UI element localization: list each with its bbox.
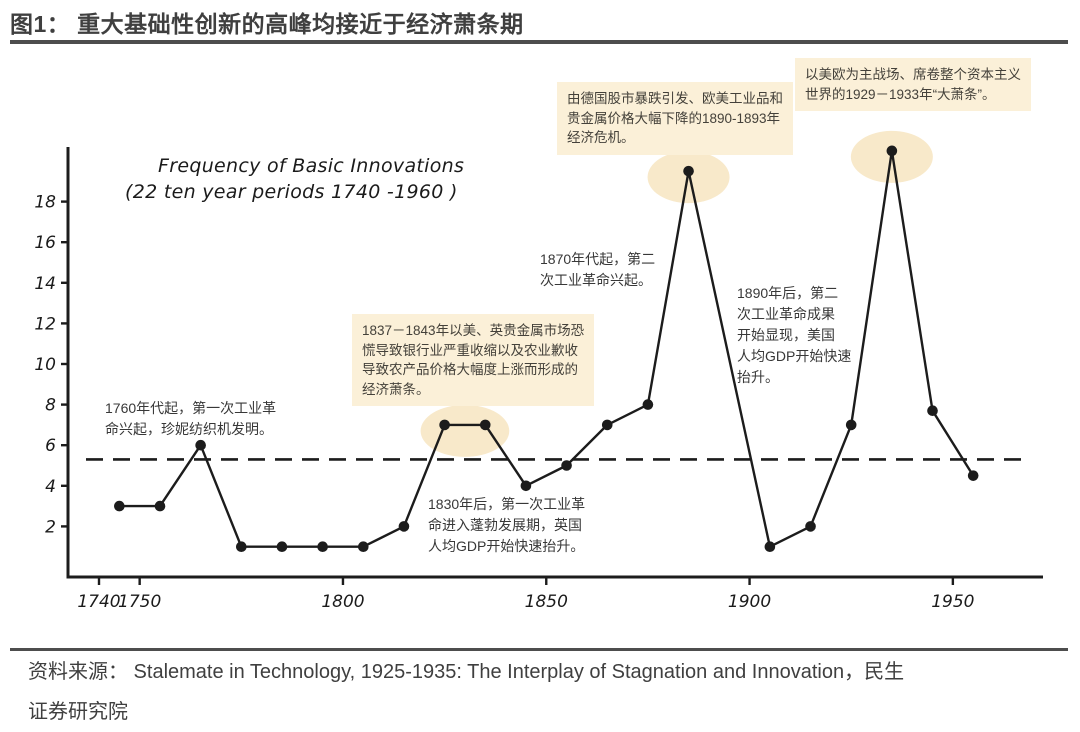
figure-title: 图1： 重大基础性创新的高峰均接近于经济萧条期: [10, 11, 524, 37]
source-text: 资料来源： Stalemate in Technology, 1925-1935…: [28, 661, 905, 723]
data-point-1795: [317, 541, 328, 552]
y-tick-label: 6: [45, 436, 56, 456]
data-point-1925: [845, 419, 857, 431]
annotation-boom-after-1830: 1830年后，第一次工业革 命进入蓬勃发展期，英国 人均GDP开始快速抬升。: [428, 496, 586, 554]
x-tick-label: 1740: [77, 592, 120, 612]
annotation-second-industrial-revolution: 1870年代起，第二 次工业革命兴起。: [540, 251, 656, 288]
x-tick-label: 1950: [931, 592, 974, 612]
y-tick-label: 16: [34, 233, 56, 253]
data-point-1855: [561, 460, 572, 471]
data-point-1745: [114, 500, 125, 512]
y-tick-label: 4: [45, 477, 56, 497]
x-tick-label: 1750: [118, 592, 161, 612]
data-point-1905: [764, 541, 776, 552]
data-point-1825: [439, 419, 450, 431]
data-point-1945: [927, 405, 938, 416]
data-point-1885: [683, 165, 694, 177]
data-point-1935: [886, 145, 898, 157]
annotation-great-depression-1929-1933: 以美欧为主战场、席卷整个资本主义 世界的1929－1933年“大萧条”。: [795, 58, 1031, 111]
data-point-1765: [195, 439, 206, 451]
annotation-depression-1837-1843: 1837－1843年以美、英贵金属市场恐 慌导致银行业严重收缩以及农业歉收 导致…: [352, 314, 595, 406]
y-tick-label: 8: [45, 396, 56, 416]
chart-inner-subtitle: (22 ten year periods 1740 -1960 ): [125, 181, 458, 203]
axes: [66, 147, 1043, 579]
data-point-1835: [479, 419, 491, 431]
y-tick-label: 18: [34, 193, 56, 213]
x-tick-label: 1850: [525, 592, 568, 612]
data-point-1865: [601, 419, 613, 431]
annotation-second-ir-results: 1890年后，第二 次工业革命成果 开始显现，美国 人均GDP开始快速 抬升。: [737, 285, 852, 385]
data-point-1755: [154, 500, 166, 512]
data-point-1815: [398, 521, 410, 532]
annotation-crisis-1890-1893: 由德国股市暴跌引发、欧美工业品和 贵金属价格大幅下降的1890-1893年 经济…: [557, 82, 793, 155]
title-underline: [10, 40, 1068, 44]
y-tick-label: 14: [34, 274, 56, 294]
data-point-1955: [967, 470, 979, 481]
annotation-first-industrial-revolution: 1760年代起，第一次工业革 命兴起，珍妮纺织机发明。: [105, 400, 277, 437]
data-point-1805: [357, 541, 369, 552]
data-point-1845: [520, 480, 532, 492]
x-tick-label: 1900: [728, 592, 771, 612]
data-point-1785: [276, 541, 288, 552]
x-tick-label: 1800: [321, 592, 364, 612]
highlight-ellipse: [420, 404, 510, 457]
data-point-1775: [236, 541, 247, 552]
chart-inner-title: Frequency of Basic Innovations: [158, 155, 464, 177]
y-tick-label: 12: [34, 314, 56, 334]
data-point-1915: [805, 521, 816, 532]
y-tick-label: 2: [45, 517, 56, 537]
y-tick-label: 10: [34, 355, 56, 375]
footer-divider: [10, 648, 1068, 651]
data-point-1875: [642, 399, 654, 410]
